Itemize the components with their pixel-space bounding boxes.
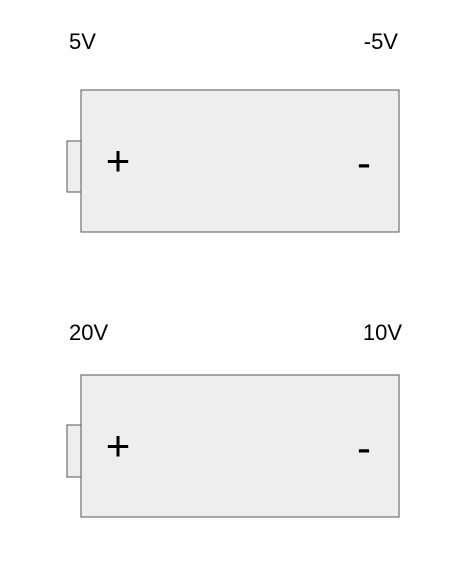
battery-2-right-voltage: 10V [363, 320, 402, 345]
battery-1-left-voltage: 5V [69, 29, 96, 54]
battery-1: 5V -5V + - [66, 29, 400, 233]
battery-2-left-voltage: 20V [69, 320, 108, 345]
battery-1-negative-sign: - [357, 139, 371, 186]
battery-2: 20V 10V + - [66, 320, 402, 518]
battery-2-positive-sign: + [106, 422, 131, 469]
battery-1-positive-sign: + [106, 137, 131, 184]
battery-2-positive-terminal [66, 424, 82, 478]
battery-1-body [80, 89, 400, 233]
battery-2-negative-sign: - [357, 424, 371, 471]
battery-1-right-voltage: -5V [364, 29, 399, 54]
battery-2-body [80, 374, 400, 518]
battery-1-positive-terminal [66, 140, 82, 193]
